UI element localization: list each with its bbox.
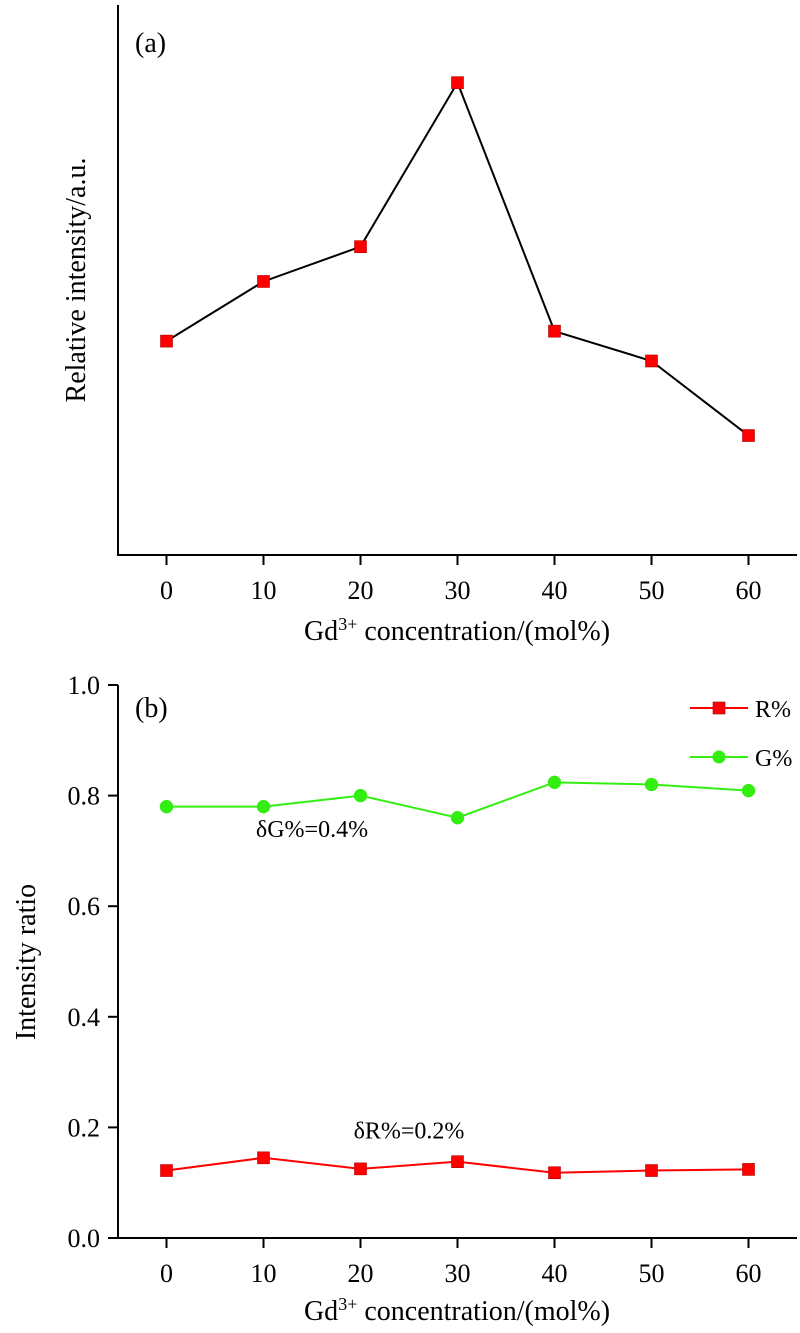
data-point [742, 1163, 755, 1176]
panel-a-markers [160, 76, 755, 442]
data-point [451, 1155, 464, 1168]
x-axis-label-rest: concentration/(mol%) [357, 1296, 610, 1327]
legend-marker [712, 701, 726, 715]
x-axis-label-base: Gd [304, 616, 338, 647]
data-point [160, 1164, 173, 1177]
x-tick-label: 0 [160, 1259, 173, 1288]
x-tick-label: 30 [445, 1259, 471, 1288]
data-point [451, 76, 464, 89]
panel-a-axes [117, 5, 797, 556]
panel-a-label: (a) [135, 28, 166, 59]
legend-label: G% [755, 746, 792, 772]
data-point [160, 334, 173, 348]
panel-b-legend: R% G% [690, 697, 792, 772]
data-point [645, 1164, 658, 1177]
y-tick-label: 0.6 [68, 892, 101, 921]
panel-b-y-ticks: 0.0 0.2 0.4 0.6 0.8 1.0 [68, 671, 118, 1253]
y-tick-label: 1.0 [68, 671, 101, 700]
y-tick-label: 0.2 [68, 1113, 101, 1142]
data-point [159, 799, 174, 814]
data-point [547, 775, 562, 790]
x-axis-label-base: Gd [304, 1296, 338, 1327]
x-tick-label: 60 [736, 1259, 762, 1288]
panel-b-y-axis-label: Intensity ratio [11, 884, 42, 1040]
x-tick-label: 40 [542, 576, 568, 605]
panel-a-y-axis-label: Relative intensity/a.u. [61, 158, 92, 403]
chart-panel-b: (b) Intensity ratio Gd3+ concentration/(… [11, 671, 797, 1327]
x-tick-label: 20 [348, 576, 374, 605]
legend-label: R% [755, 697, 791, 723]
x-tick-label: 30 [445, 576, 471, 605]
annotation: δR%=0.2% [354, 1118, 465, 1144]
x-axis-label-superscript: 3+ [338, 1294, 357, 1314]
data-point [548, 324, 561, 338]
x-tick-label: 50 [639, 576, 665, 605]
series-line-0 [165, 80, 750, 437]
x-tick-label: 20 [348, 1259, 374, 1288]
panel-a-x-axis-label: Gd3+ concentration/(mol%) [304, 614, 610, 647]
data-point [257, 1151, 270, 1165]
panel-a-series [165, 80, 750, 437]
x-tick-label: 60 [736, 576, 762, 605]
data-point [450, 810, 465, 825]
data-point [354, 1162, 367, 1176]
y-tick-label: 0.8 [68, 782, 101, 811]
data-point [548, 1166, 561, 1180]
panel-b-x-ticks: 0 10 20 30 40 50 60 [160, 1238, 762, 1288]
data-point [257, 275, 270, 288]
x-axis-label-rest: concentration/(mol%) [357, 616, 610, 647]
panel-b-markers [159, 775, 756, 1180]
chart-panel-a: (a) Relative intensity/a.u. Gd3+ concent… [61, 5, 797, 647]
x-axis-label-superscript: 3+ [338, 614, 357, 634]
y-tick-label: 0.0 [68, 1224, 101, 1253]
x-tick-label: 10 [251, 576, 277, 605]
data-point [741, 783, 756, 798]
panel-b-annotations: δG%=0.4% δR%=0.2% [256, 817, 465, 1144]
y-tick-label: 0.4 [68, 1003, 101, 1032]
panel-b-axes [117, 685, 797, 1239]
data-point [353, 788, 368, 803]
data-point [645, 354, 658, 368]
x-tick-label: 0 [160, 576, 173, 605]
x-tick-label: 10 [251, 1259, 277, 1288]
x-tick-label: 40 [542, 1259, 568, 1288]
legend-marker [712, 750, 726, 764]
data-point [354, 240, 367, 253]
x-tick-label: 50 [639, 1259, 665, 1288]
data-point [256, 799, 271, 814]
panel-b-series [166, 781, 749, 1174]
panel-b-label: (b) [135, 693, 168, 724]
data-point [644, 777, 659, 792]
annotation: δG%=0.4% [256, 817, 368, 843]
panel-b-x-axis-label: Gd3+ concentration/(mol%) [304, 1294, 610, 1327]
data-point [742, 429, 755, 442]
panel-a-x-ticks: 0 10 20 30 40 50 60 [160, 555, 762, 605]
